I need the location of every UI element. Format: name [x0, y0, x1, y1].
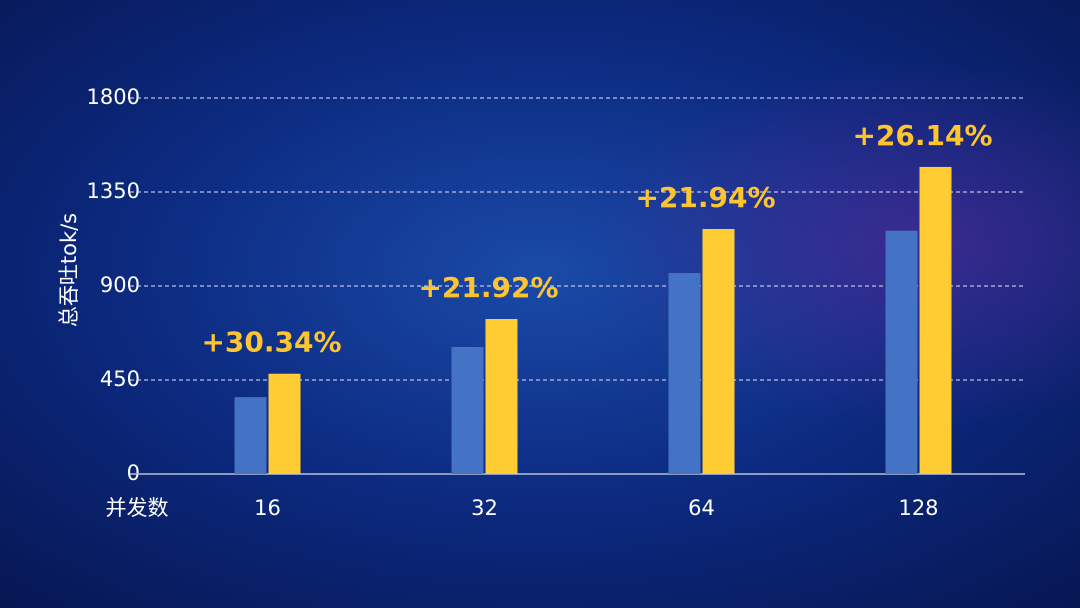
annotation: +21.94%: [635, 181, 775, 214]
y-tick-label: 1350: [87, 179, 140, 203]
y-tick-label: 900: [100, 273, 140, 297]
bar: [234, 397, 267, 474]
y-tick-label: 450: [100, 367, 140, 391]
annotation: +26.14%: [852, 119, 992, 152]
y-axis-title: 总吞吐tok/s: [57, 213, 81, 327]
x-tick-label: 16: [254, 496, 281, 520]
x-axis-title: 并发数: [106, 496, 169, 520]
bar: [485, 319, 518, 474]
annotation: +21.92%: [418, 271, 558, 304]
x-tick-label: 128: [898, 496, 938, 520]
bar: [919, 166, 952, 474]
bar: [451, 346, 484, 474]
x-tick-label: 64: [688, 496, 715, 520]
x-tick-label: 32: [471, 496, 498, 520]
y-tick-label: 0: [127, 461, 140, 485]
bar: [702, 228, 735, 474]
annotation: +30.34%: [201, 326, 341, 359]
bar: [885, 230, 918, 474]
y-tick-label: 1800: [87, 85, 140, 109]
bar: [268, 373, 301, 474]
bar: [668, 273, 701, 474]
